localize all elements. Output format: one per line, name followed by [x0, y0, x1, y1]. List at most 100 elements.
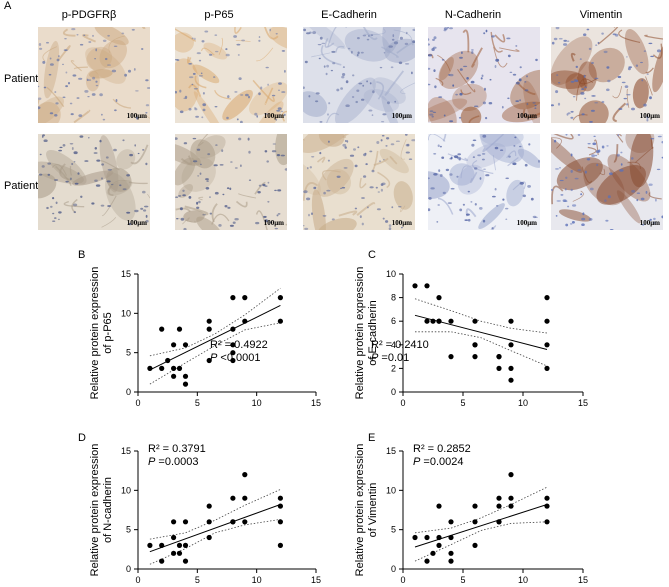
data-point: [448, 558, 454, 564]
data-point: [496, 519, 502, 525]
p-value-text: =0.0003: [155, 456, 198, 468]
ihc-image-r1-c2: 100μm: [175, 27, 287, 123]
ihc-image-r2-c2: 100μm: [175, 134, 287, 230]
ihc-image-r2-c1: 100μm: [38, 134, 150, 230]
column-header-p-p65: p-P65: [204, 9, 234, 21]
data-point: [206, 318, 212, 324]
data-point: [182, 558, 189, 564]
data-point: [206, 357, 212, 364]
data-point: [424, 558, 430, 564]
data-point: [424, 534, 430, 541]
data-point: [430, 550, 436, 556]
column-header-n-cadherin: N-Cadherin: [444, 9, 502, 21]
x-tick-label: 15: [578, 398, 588, 408]
data-point: [436, 534, 442, 541]
data-point: [544, 519, 550, 525]
r-squared-annotation: R² = 0.2852: [413, 443, 471, 455]
ihc-image-r2-c5: 100μm: [551, 134, 663, 230]
scale-bar-label: 100μm: [126, 219, 147, 227]
p-value-symbol: P: [413, 456, 421, 468]
data-point: [171, 342, 177, 348]
y-tick-label: 15: [121, 446, 131, 456]
ihc-image-r2-c4: 100μm: [428, 134, 540, 230]
data-point: [176, 326, 183, 332]
data-point: [277, 542, 283, 548]
scale-bar-label: 100μm: [639, 112, 660, 120]
data-point: [206, 519, 212, 525]
data-point: [182, 381, 189, 387]
x-axis-label: p-PDGFRβ: [466, 412, 521, 413]
x-tick-label: 15: [311, 575, 321, 585]
y-tick-label: 10: [386, 269, 396, 279]
y-axis-label: Relative protein expression: [89, 444, 101, 577]
y-tick-label: 6: [391, 316, 396, 326]
data-point: [182, 542, 189, 548]
scale-bar-label: 100μm: [516, 112, 537, 120]
data-point: [242, 295, 248, 301]
data-point: [424, 283, 430, 289]
data-point: [277, 318, 283, 324]
data-point: [544, 495, 550, 501]
data-point: [448, 550, 454, 556]
scale-bar-label: 100μm: [516, 219, 537, 227]
p-value-annotation: P =0.0024: [413, 456, 463, 468]
confidence-band-lower: [414, 521, 548, 562]
r-squared-annotation: R² = 0.4922: [210, 339, 268, 351]
data-point: [496, 365, 502, 371]
data-point: [277, 295, 283, 301]
column-header-p-pdgfrb: p-PDGFRβ: [61, 9, 117, 21]
data-point: [182, 373, 189, 379]
data-point: [496, 495, 502, 501]
data-point: [159, 542, 165, 548]
data-point: [544, 295, 550, 301]
panel-letter-d: D: [78, 432, 86, 444]
confidence-band-lower: [415, 331, 548, 367]
data-point: [242, 519, 248, 525]
data-point: [448, 534, 454, 541]
data-point: [230, 357, 236, 364]
y-axis-label: Relative protein expression: [354, 444, 366, 577]
p-value-annotation: P =0.01: [371, 352, 409, 364]
y-axis-label-line2: of Vimentin: [367, 483, 379, 538]
ihc-image-r1-c5: 100μm: [551, 27, 663, 123]
r-squared-annotation: R² = 0.2410: [371, 339, 429, 351]
x-tick-label: 5: [460, 398, 465, 408]
data-point: [159, 326, 165, 332]
ihc-image-r2-c3: 100μm: [303, 134, 415, 230]
data-point: [448, 318, 454, 324]
data-point: [230, 342, 236, 348]
regression-line: [414, 504, 548, 548]
data-point: [508, 472, 514, 478]
y-tick-label: 5: [126, 525, 131, 535]
y-axis-label: Relative protein expression: [354, 267, 366, 400]
data-point: [230, 295, 236, 301]
data-point: [496, 503, 502, 509]
data-point: [182, 342, 189, 348]
scale-bar-label: 100μm: [391, 219, 412, 227]
y-tick-label: 0: [126, 564, 131, 574]
scatter-chart-c: 0 5 10 15 0 2 4 6 8 10 p-PDGFRβ Relative protein ex…: [354, 267, 588, 413]
data-point: [544, 365, 550, 371]
data-point: [159, 558, 165, 564]
x-tick-label: 15: [311, 398, 321, 408]
panel-letter-e: E: [368, 432, 376, 444]
data-point: [277, 495, 283, 501]
p-value-annotation: P <0.0001: [210, 352, 260, 364]
data-point: [508, 377, 514, 383]
data-point: [206, 326, 212, 332]
data-point: [472, 342, 478, 348]
y-tick-label: 4: [391, 340, 396, 350]
y-axis-label-line2: of p-P65: [102, 312, 114, 354]
ihc-image-r1-c4: 100μm: [428, 27, 540, 123]
y-tick-label: 5: [126, 348, 131, 358]
data-point: [147, 542, 153, 548]
data-point: [230, 350, 236, 356]
data-point: [472, 519, 478, 525]
data-point: [206, 534, 212, 541]
scale-bar-label: 100μm: [639, 219, 660, 227]
ihc-image-r1-c1: 100μm: [38, 27, 150, 123]
data-point: [508, 365, 514, 371]
data-point: [171, 550, 177, 556]
y-tick-label: 10: [121, 308, 131, 318]
x-tick-label: 5: [195, 575, 200, 585]
